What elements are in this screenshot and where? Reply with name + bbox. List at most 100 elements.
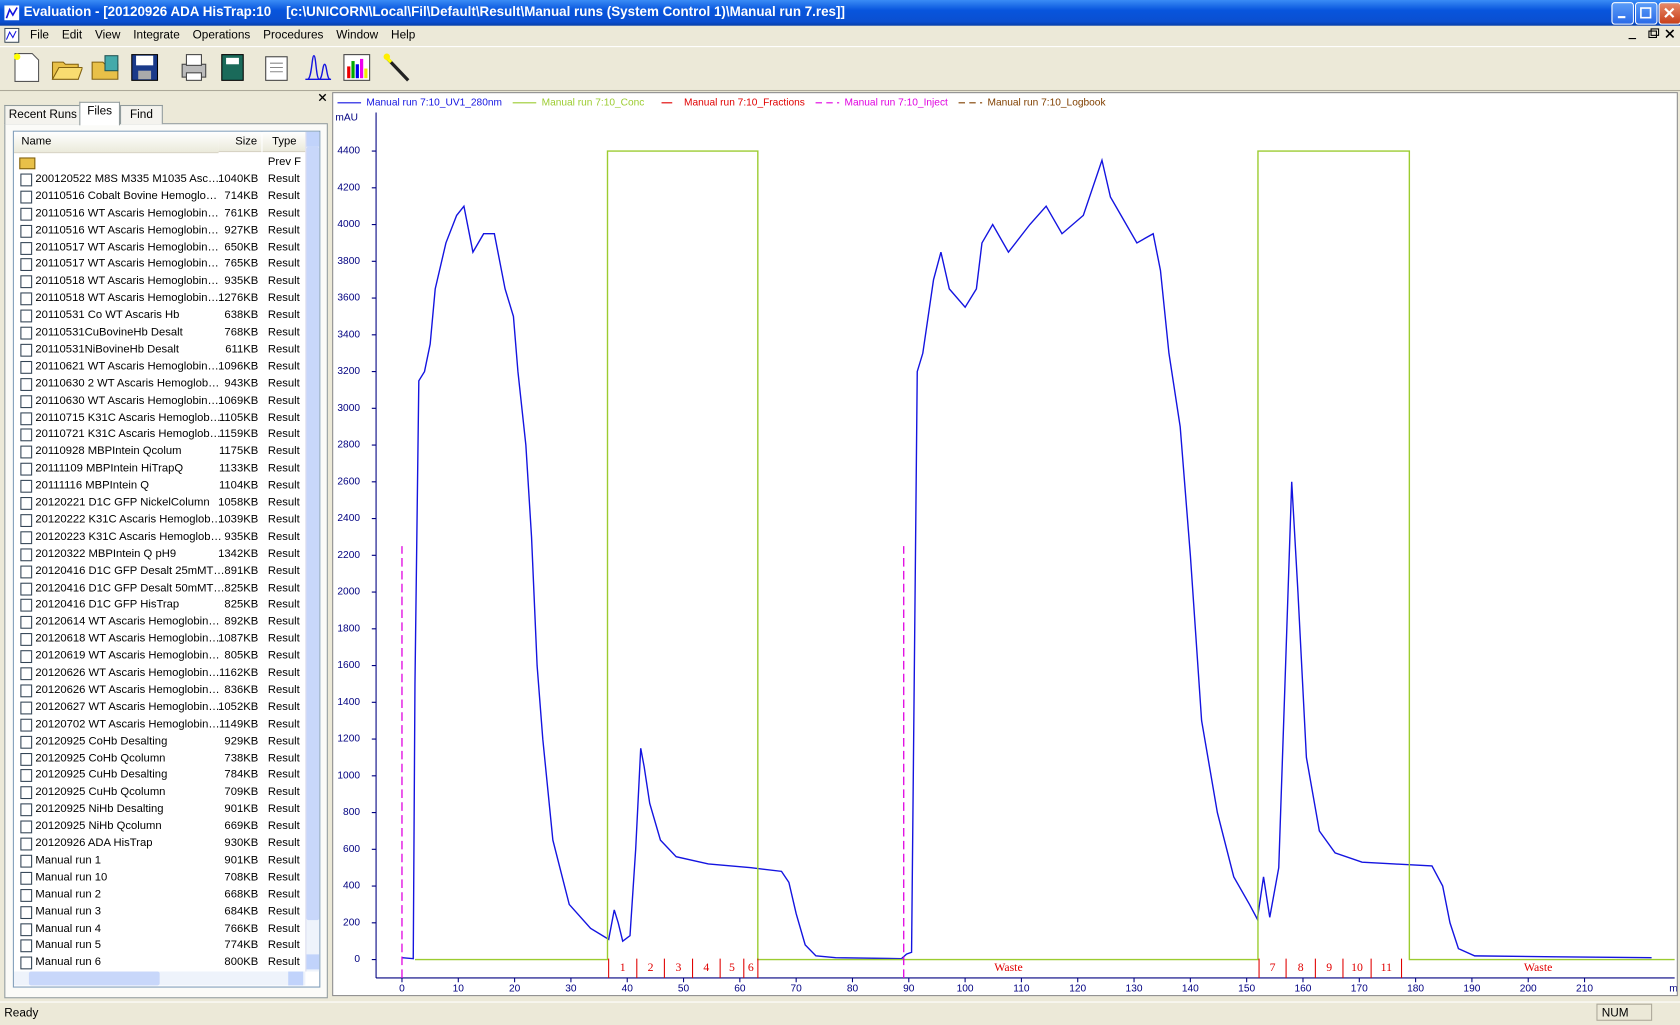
tab[interactable]: Recent Runs (4, 104, 82, 125)
file-row[interactable]: 20120925 CuHb Qcolumn 709KB Result (14, 784, 305, 800)
save-button[interactable] (129, 51, 161, 83)
y-tick-label: 1000 (337, 771, 360, 782)
file-row[interactable]: Manual run 3 684KB Result (14, 904, 305, 920)
file-row[interactable]: 20120926 ADA HisTrap 930KB Result (14, 835, 305, 851)
file-row[interactable]: 20111116 MBPIntein Q 1104KB Result (14, 478, 305, 494)
menu-item[interactable]: Integrate (133, 28, 180, 42)
scroll-right[interactable] (288, 971, 304, 986)
menu-item[interactable]: Window (336, 28, 379, 42)
close-button[interactable] (1658, 2, 1680, 25)
file-row[interactable]: 200120522 M8S M335 M1035 Asc… 1040KB Resul… (14, 171, 305, 187)
open-button[interactable] (50, 51, 83, 83)
file-row[interactable]: 20120223 K31C Ascaris Hemoglob… 935KB Resu… (14, 529, 305, 545)
file-row[interactable]: 20110630 WT Ascaris Hemoglobin… 1069KB Res… (14, 393, 305, 409)
scroll-down[interactable] (306, 954, 320, 970)
file-row[interactable]: Manual run 2 668KB Result (14, 887, 305, 903)
report-button[interactable] (216, 51, 248, 83)
y-axis-label: mAU (335, 113, 358, 124)
file-size: 1105KB (219, 410, 259, 424)
file-row[interactable]: 20110516 WT Ascaris Hemoglobin… 927KB Resu… (14, 222, 305, 238)
file-icon (20, 514, 33, 527)
file-row[interactable]: 20120416 D1C GFP Desalt 50mMT… 825KB Resul… (14, 580, 305, 596)
peak-button[interactable] (302, 51, 334, 83)
menu-item[interactable]: Help (391, 28, 416, 42)
maximize-button[interactable] (1635, 2, 1658, 25)
file-row[interactable]: 20110531CuBovineHb Desalt 768KB Result (14, 325, 305, 341)
colors-button[interactable] (341, 51, 373, 83)
file-row[interactable]: 20120222 K31C Ascaris Hemoglob… 1039KB Res… (14, 512, 305, 528)
new-button[interactable] (11, 51, 43, 83)
file-name: 20110531CuBovineHb Desalt (35, 325, 183, 339)
legend-label: Manual run 7:10_Inject (845, 98, 949, 109)
file-row[interactable]: 20120416 D1C GFP HisTrap 825KB Result (14, 597, 305, 613)
column-header[interactable]: Name (13, 131, 219, 154)
notes-button[interactable] (260, 51, 292, 83)
menu-item[interactable]: View (95, 28, 121, 42)
file-row[interactable]: 20120416 D1C GFP Desalt 25mMT… 891KB Resul… (14, 563, 305, 579)
file-row[interactable]: 20120925 CoHb Desalting 929KB Result (14, 733, 305, 749)
file-row[interactable]: 20110721 K31C Ascaris Hemoglob… 1159KB Res… (14, 427, 305, 443)
column-header[interactable]: Size (218, 131, 262, 153)
file-row[interactable]: 20110621 WT Ascaris Hemoglobin… 1096KB Res… (14, 359, 305, 375)
file-row[interactable]: 20110517 WT Ascaris Hemoglobin… 765KB Resu… (14, 256, 305, 272)
legend-label: Manual run 7:10_Fractions (684, 98, 805, 109)
file-row[interactable]: 20120627 WT Ascaris Hemoglobin… 1052KB Res… (14, 699, 305, 715)
file-row[interactable]: 20120221 D1C GFP NickelColumn 1058KB Resul… (14, 495, 305, 511)
legend-label: Manual run 7:10_Conc (542, 98, 645, 109)
file-row[interactable]: 20120322 MBPIntein Q pH9 1342KB Result (14, 546, 305, 562)
file-row[interactable]: 20110518 WT Ascaris Hemoglobin… 1276KB Res… (14, 290, 305, 306)
file-row[interactable]: Manual run 10 708KB Result (14, 870, 305, 886)
file-row[interactable]: 20120626 WT Ascaris Hemoglobin… 836KB Resu… (14, 682, 305, 698)
file-row[interactable]: 20110517 WT Ascaris Hemoglobin… 650KB Resu… (14, 239, 305, 255)
file-row[interactable]: Manual run 1 901KB Result (14, 853, 305, 869)
file-row[interactable]: Manual run 5 774KB Result (14, 938, 305, 954)
file-row[interactable]: 20110531 Co WT Ascaris Hb 638KB Result (14, 308, 305, 324)
file-size: 836KB (224, 683, 259, 697)
horizontal-scrollbar[interactable] (13, 971, 306, 986)
file-row[interactable]: 20120702 WT Ascaris Hemoglobin… 1149KB Res… (14, 716, 305, 732)
column-header[interactable]: Type (262, 131, 306, 153)
menu-item[interactable]: Procedures (263, 28, 324, 42)
vertical-scrollbar[interactable] (305, 131, 320, 972)
open-folder-button[interactable] (90, 51, 122, 83)
file-row[interactable]: 20120925 CuHb Desalting 784KB Result (14, 767, 305, 783)
file-row[interactable]: 20120614 WT Ascaris Hemoglobin… 892KB Resu… (14, 614, 305, 630)
file-size: 929KB (224, 734, 259, 748)
file-row[interactable]: 20110518 WT Ascaris Hemoglobin… 935KB Resu… (14, 273, 305, 289)
wizard-button[interactable] (380, 51, 412, 83)
file-row[interactable]: 20120925 CoHb Qcolumn 738KB Result (14, 750, 305, 766)
status-text: Ready (4, 1006, 39, 1020)
panel-close[interactable] (317, 92, 328, 103)
mdi-controls[interactable] (1622, 28, 1680, 43)
tab[interactable]: Files (79, 101, 121, 126)
file-row[interactable]: 20110715 K31C Ascaris Hemoglob… 1105KB Res… (14, 410, 305, 426)
file-type: Result (267, 734, 300, 748)
menu-item[interactable]: File (30, 28, 50, 42)
tab[interactable]: Find (120, 104, 163, 125)
scroll-thumb[interactable] (306, 146, 320, 921)
scroll-up[interactable] (306, 131, 320, 147)
file-row[interactable]: 20120619 WT Ascaris Hemoglobin… 805KB Resu… (14, 648, 305, 664)
file-row[interactable]: 20111109 MBPIntein HiTrapQ 1133KB Result (14, 461, 305, 477)
menu-item[interactable]: Edit (61, 28, 83, 42)
file-row[interactable]: 20110516 WT Ascaris Hemoglobin… 761KB Resu… (14, 205, 305, 221)
title-bar: Evaluation - [20120926 ADA HisTrap:10 [c… (0, 0, 1680, 26)
file-row[interactable]: 20120925 NiHb Desalting 901KB Result (14, 801, 305, 817)
file-row[interactable]: Manual run 6 800KB Result (14, 955, 305, 971)
file-type: Result (267, 921, 300, 935)
file-row[interactable]: 20120618 WT Ascaris Hemoglobin… 1087KB Res… (14, 631, 305, 647)
file-row[interactable]: Prev F (14, 154, 305, 170)
file-row[interactable]: Manual run 4 766KB Result (14, 921, 305, 937)
print-button[interactable] (178, 51, 210, 83)
file-row[interactable]: 20110928 MBPIntein Qcolum 1175KB Result (14, 444, 305, 460)
file-row[interactable]: 20120925 NiHb Qcolumn 669KB Result (14, 818, 305, 834)
file-name: 20110630 WT Ascaris Hemoglobin… (35, 393, 219, 407)
file-name: 20120925 NiHb Desalting (35, 802, 164, 816)
file-row[interactable]: 20120626 WT Ascaris Hemoglobin… 1162KB Res… (14, 665, 305, 681)
menu-item[interactable]: Operations (192, 28, 251, 42)
file-row[interactable]: 20110516 Cobalt Bovine Hemoglo… 714KB Resu… (14, 188, 305, 204)
minimize-button[interactable] (1611, 2, 1634, 25)
file-row[interactable]: 20110630 2 WT Ascaris Hemoglob… 943KB Resu… (14, 376, 305, 392)
file-row[interactable]: 20110531NiBovineHb Desalt 611KB Result (14, 342, 305, 358)
scroll-thumb[interactable] (28, 971, 160, 986)
